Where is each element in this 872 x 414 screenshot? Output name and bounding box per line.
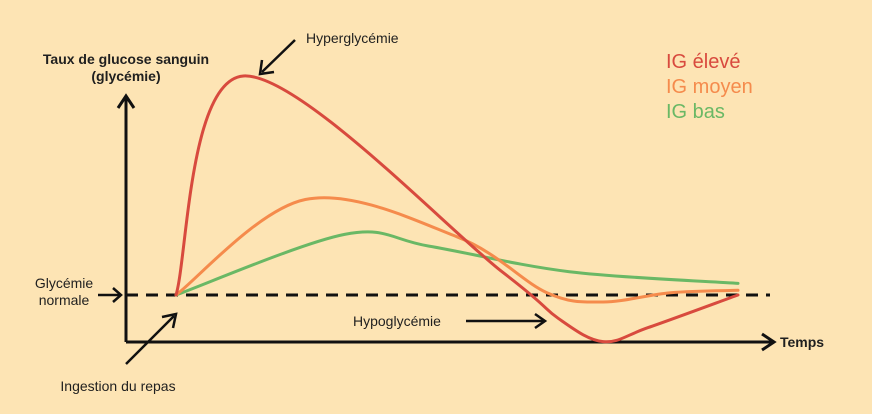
y-axis-arrowhead (116, 93, 136, 109)
normal-glycemia-label-line2: normale (39, 292, 90, 308)
legend-item-low: IG bas (666, 100, 753, 125)
hyperglycemia-label: Hyperglycémie (306, 30, 399, 46)
legend-label-high: IG élevé (666, 51, 741, 73)
series-group (174, 74, 740, 344)
y-axis-label-line2: (glycémie) (91, 68, 160, 84)
meal-arrow (125, 312, 178, 365)
legend-label-low: IG bas (666, 101, 725, 123)
meal-ingestion-label: Ingestion du repas (60, 378, 175, 394)
series-line-high-ig (174, 74, 740, 344)
series-line-low-ig (174, 230, 740, 297)
normal-arrow (98, 287, 123, 303)
legend-item-high: IG élevé (666, 50, 753, 75)
hyper-arrow (258, 39, 296, 76)
series-line-medium-ig (174, 196, 740, 304)
legend-item-medium: IG moyen (666, 75, 753, 100)
hypoglycemia-label: Hypoglycémie (353, 313, 441, 329)
legend: IG élevé IG moyen IG bas (666, 50, 753, 125)
hypo-arrow (466, 312, 548, 330)
x-axis-arrowhead (761, 332, 777, 352)
x-axis-label: Temps (780, 334, 824, 350)
normal-glycemia-label-line1: Glycémie (35, 275, 94, 291)
legend-label-medium: IG moyen (666, 76, 753, 98)
y-axis-label-line1: Taux de glucose sanguin (43, 51, 209, 67)
